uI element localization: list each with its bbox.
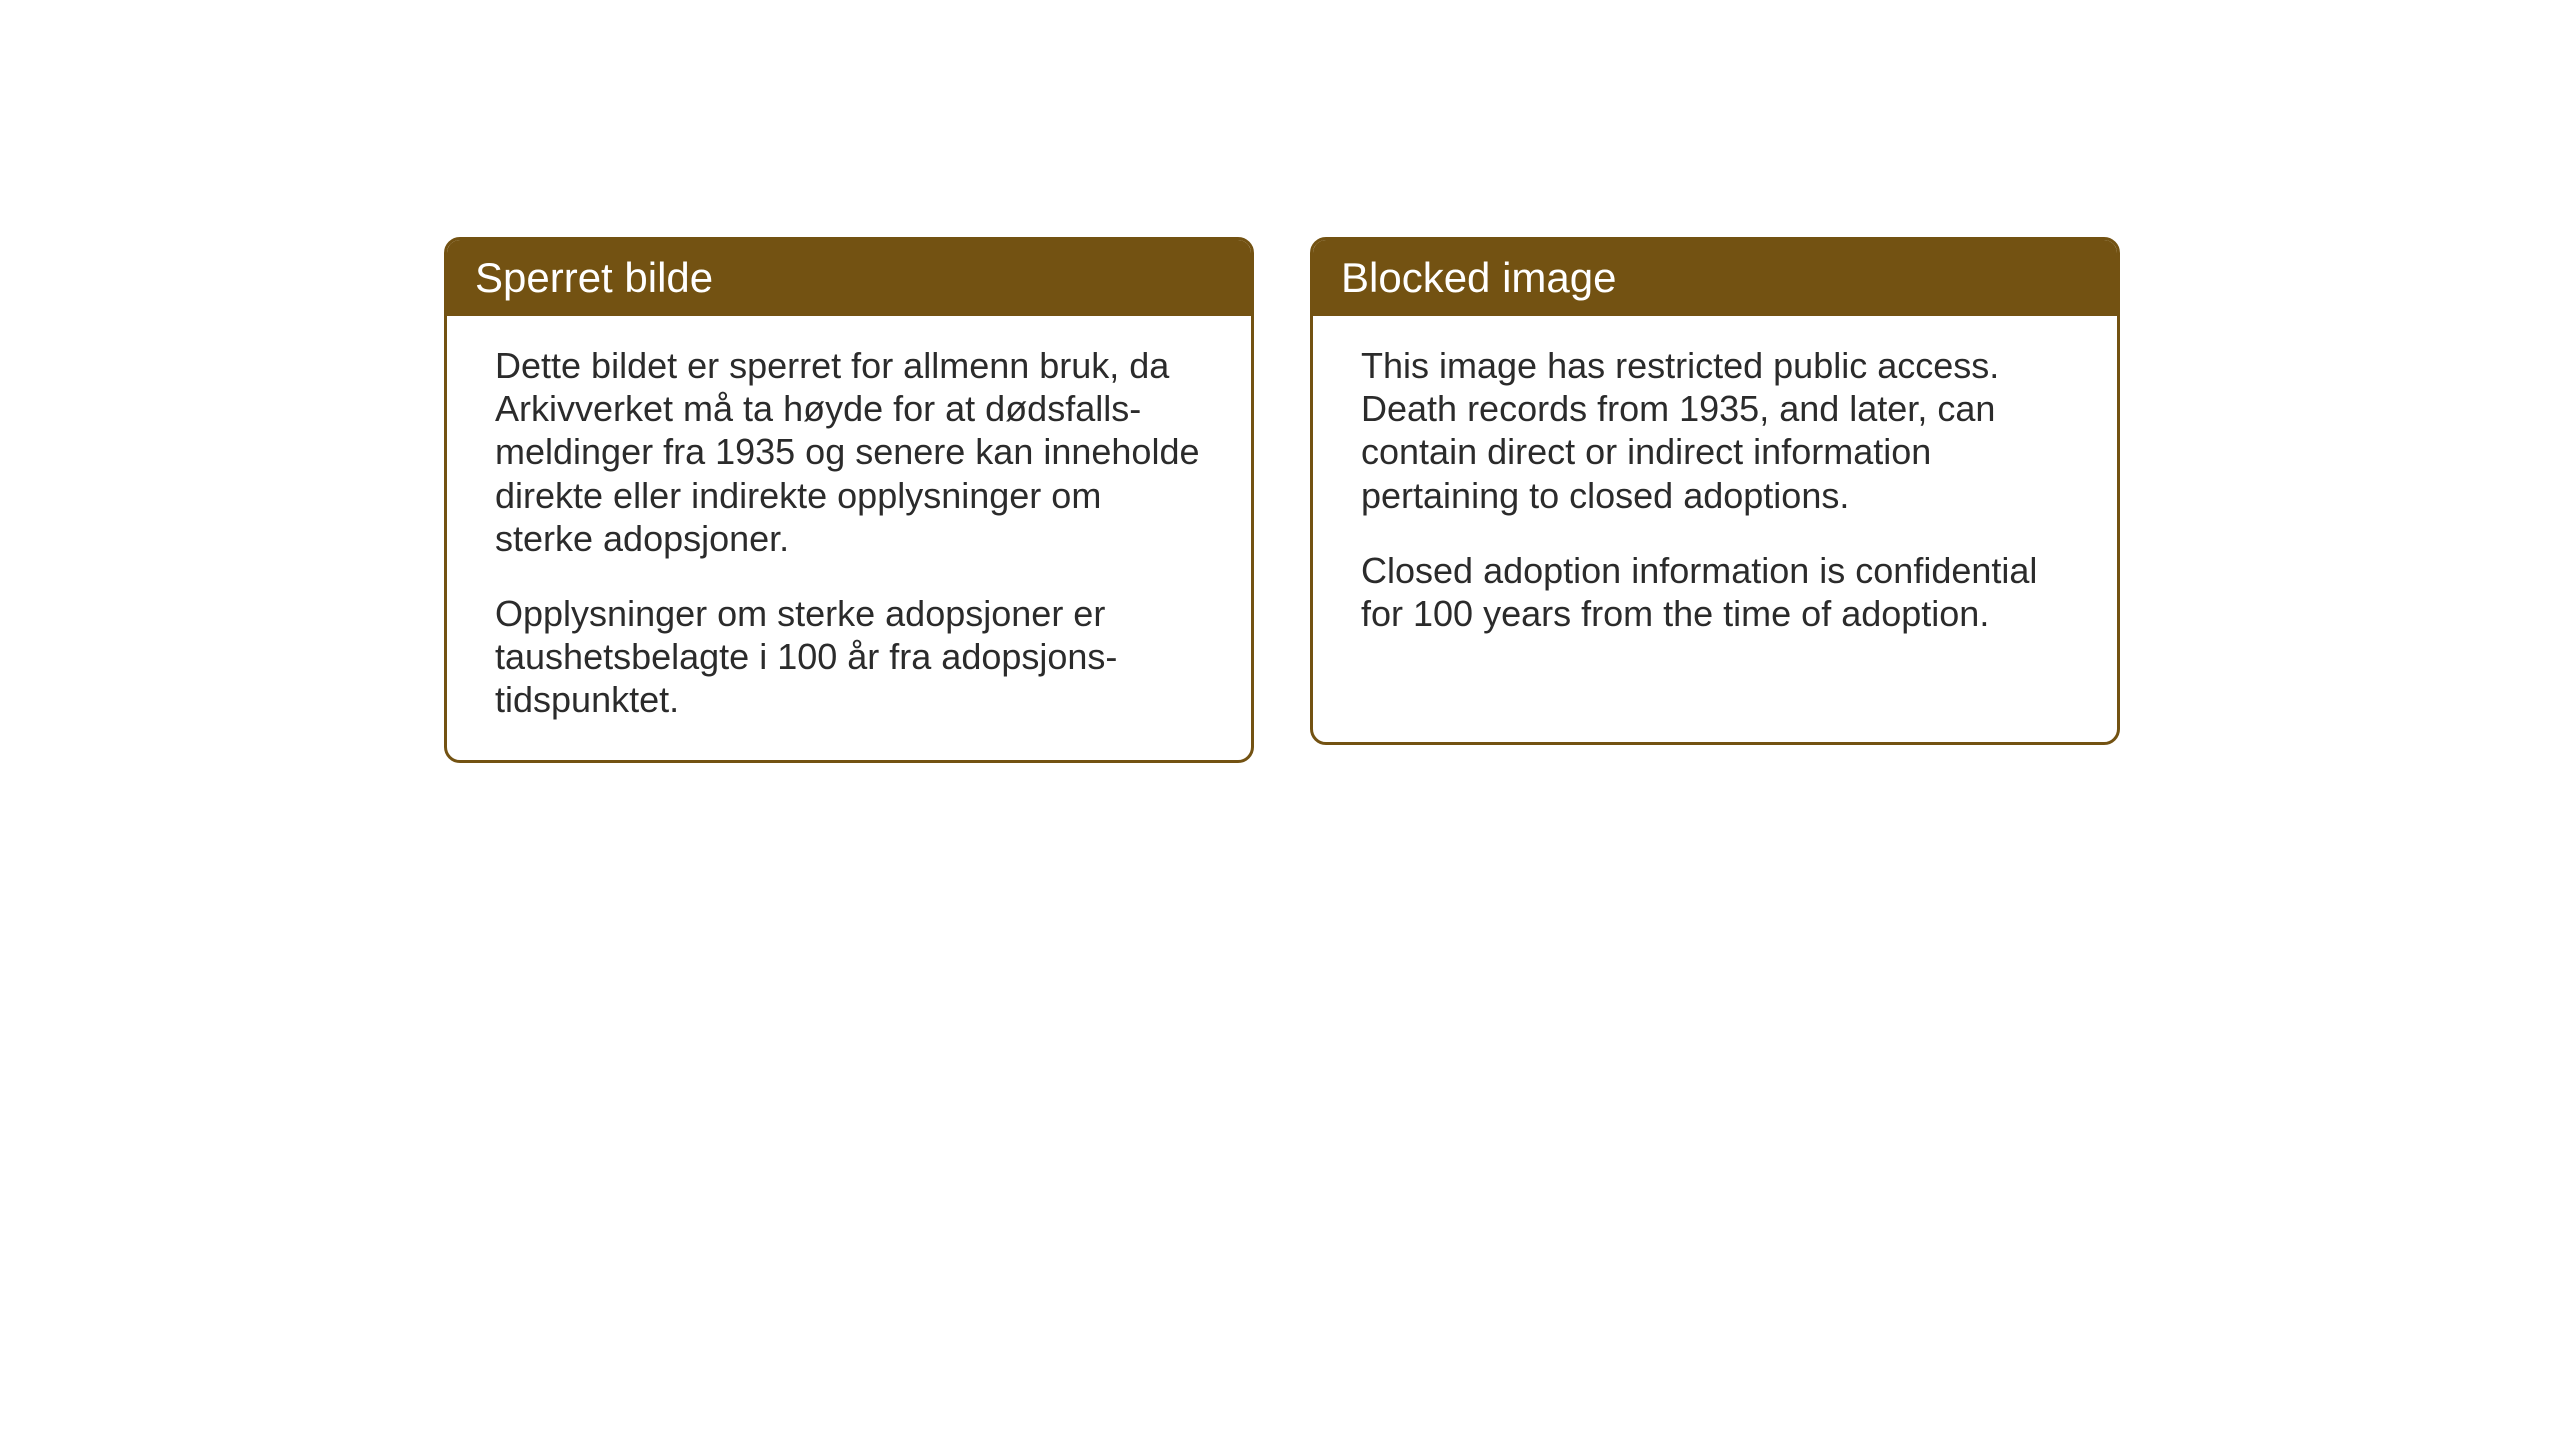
paragraph-norwegian-2: Opplysninger om sterke adopsjoner er tau… [495, 592, 1203, 722]
notice-card-norwegian: Sperret bilde Dette bildet er sperret fo… [444, 237, 1254, 763]
card-header-english: Blocked image [1313, 240, 2117, 316]
paragraph-english-2: Closed adoption information is confident… [1361, 549, 2069, 635]
notice-card-english: Blocked image This image has restricted … [1310, 237, 2120, 745]
card-body-norwegian: Dette bildet er sperret for allmenn bruk… [447, 316, 1251, 760]
card-body-english: This image has restricted public access.… [1313, 316, 2117, 673]
card-title-norwegian: Sperret bilde [475, 254, 713, 301]
card-title-english: Blocked image [1341, 254, 1616, 301]
notice-container: Sperret bilde Dette bildet er sperret fo… [444, 237, 2120, 763]
paragraph-norwegian-1: Dette bildet er sperret for allmenn bruk… [495, 344, 1203, 560]
paragraph-english-1: This image has restricted public access.… [1361, 344, 2069, 517]
card-header-norwegian: Sperret bilde [447, 240, 1251, 316]
